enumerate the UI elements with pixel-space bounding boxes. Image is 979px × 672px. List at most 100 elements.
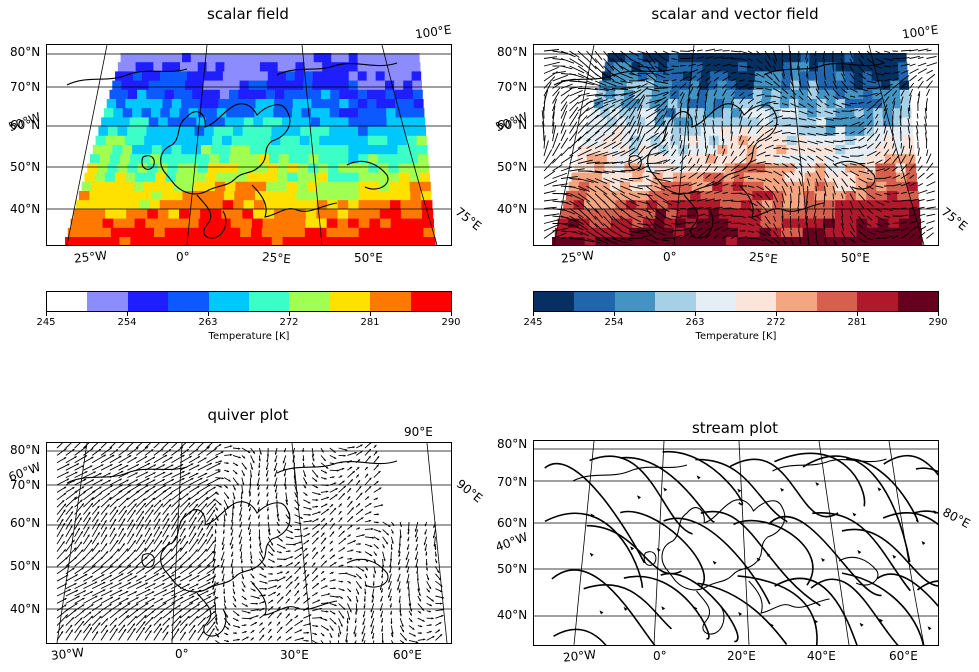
temperature-cell [369,200,381,210]
temperature-cell [243,200,255,210]
temperature-cell [182,53,192,63]
temperature-cell [771,89,782,100]
temperature-cell [581,209,593,220]
temperature-cell [742,99,753,109]
vector-arrow [679,64,687,67]
vector-arrow [611,161,624,164]
temperature-cell [285,200,297,210]
vector-arrow [594,178,608,184]
vector-arrow [560,208,576,215]
vector-arrow [832,193,835,200]
quiver-arrow [56,614,69,626]
quiver-arrow-head [272,560,275,563]
temperature-cell [799,71,810,82]
quiver-arrow [171,557,182,567]
temperature-cell [568,218,580,229]
temperature-cell [298,163,309,174]
quiver-arrow-head [153,472,156,475]
vector-arrow [620,147,636,157]
vector-arrow [790,95,795,100]
vector-arrow [764,215,771,225]
temperature-cell [845,163,856,174]
quiver-arrow-head [343,607,346,610]
temperature-cell [326,237,338,245]
vector-arrow [637,175,650,179]
vector-arrow [858,208,865,218]
vector-arrow [773,129,783,134]
quiver-arrow-head [160,448,164,451]
quiver-arrow [171,477,185,486]
quiver-arrow-head [371,600,374,603]
temperature-cell [339,108,350,118]
vector-arrow [841,58,844,70]
temperature-cell [255,181,267,192]
quiver-arrow-head [83,491,86,494]
quiver-arrow-head [330,540,333,544]
quiver-arrow-head [274,490,277,493]
quiver-arrow-head [212,587,215,590]
quiver-arrow-head [242,473,245,477]
quiver-arrow-head [114,618,118,621]
quiver-arrow-head [70,532,73,536]
temperature-cell [596,154,608,164]
quiver-arrow [162,518,170,530]
vector-arrow [586,238,601,244]
temperature-cell [682,71,693,82]
temperature-cell [246,99,257,109]
quiver-arrow-head [145,582,148,585]
temperature-cell [711,117,722,128]
quiver-arrow-head [252,451,255,454]
temperature-cell [221,80,232,91]
temperature-cell [808,80,819,91]
temperature-cell [78,227,90,238]
temperature-cell [164,227,177,238]
temperature-cell [783,53,793,63]
vector-arrow [926,198,935,202]
quiver-arrow-head [425,563,428,566]
temperature-cell [573,200,585,210]
temperature-cell [581,172,593,183]
temperature-cell [671,126,683,137]
vector-arrow [806,65,808,77]
temperature-cell [816,99,827,109]
quiver-arrow-head [388,587,391,590]
quiver-arrow [179,615,190,626]
quiver-arrow-head [182,478,185,481]
quiver-arrow-head [136,490,140,493]
vector-arrow [841,208,844,217]
quiver-arrow-head [342,493,345,496]
quiver-arrow-head [166,534,169,538]
quiver-arrow-head [365,559,368,562]
temperature-cell [396,117,407,128]
quiver-arrow-head [240,561,243,564]
quiver-arrow-head [212,571,215,574]
temperature-cell [614,163,626,174]
temperature-cell [571,172,583,183]
quiver-arrow-head [107,504,110,507]
colorbar-tick-mark [46,312,47,316]
quiver-arrow [135,502,147,515]
quiver-arrow [74,455,88,464]
temperature-cell [779,108,790,118]
vector-arrow [703,132,706,142]
vector-arrow [883,104,888,112]
vector-arrow [560,155,574,164]
vector-arrow [671,91,677,97]
vector-arrow [892,101,896,112]
temperature-cell [229,154,240,164]
temperature-cell [377,126,388,137]
quiver-arrow-head [405,565,408,569]
quiver-arrow-head [84,582,87,585]
temperature-cell [758,126,769,137]
quiver-arrow-head [63,457,67,460]
temperature-cell [148,80,159,91]
quiver-arrow-head [399,613,402,617]
quiver-arrow [197,484,212,493]
temperature-cell [605,89,616,100]
quiver-arrow-head [63,549,66,552]
quiver-arrow [56,443,64,449]
vector-arrow [730,208,738,210]
temperature-cell [756,53,767,63]
vector-arrow [917,231,926,239]
quiver-arrow-head [160,610,163,614]
